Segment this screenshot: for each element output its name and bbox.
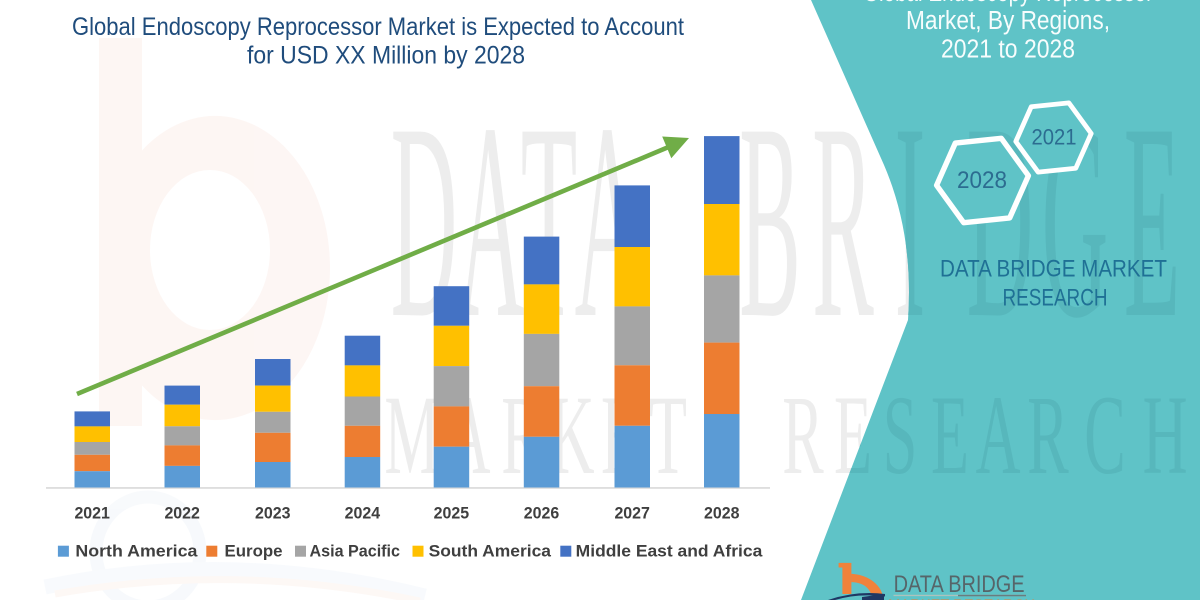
svg-text:2021: 2021 (1032, 125, 1077, 150)
svg-text:Global Endoscopy Reprocessor M: Global Endoscopy Reprocessor Market is E… (72, 13, 684, 41)
svg-text:2021 to 2028: 2021 to 2028 (941, 36, 1075, 64)
svg-text:Middle East and Africa: Middle East and Africa (576, 543, 763, 561)
svg-text:DATA BRIDGE: DATA BRIDGE (894, 571, 1025, 598)
svg-text:Market, By Regions,: Market, By Regions, (906, 7, 1110, 35)
svg-text:2022: 2022 (164, 504, 200, 523)
svg-text:2025: 2025 (434, 504, 470, 523)
svg-text:2024: 2024 (345, 504, 381, 523)
svg-text:MARKET RESEARCH: MARKET RESEARCH (888, 598, 1035, 600)
svg-text:South America: South America (429, 543, 552, 561)
svg-text:E: E (1124, 67, 1180, 377)
svg-text:A: A (976, 373, 1021, 498)
svg-text:Global Endoscopy Reprocessor: Global Endoscopy Reprocessor (863, 0, 1153, 7)
svg-text:2028: 2028 (957, 167, 1007, 194)
svg-text:2026: 2026 (524, 504, 560, 523)
svg-text:R: R (1027, 373, 1069, 498)
svg-text:H: H (1143, 373, 1188, 498)
svg-text:E: E (931, 373, 969, 498)
svg-text:2027: 2027 (614, 504, 650, 523)
svg-text:R: R (782, 373, 824, 498)
svg-text:M: M (384, 373, 439, 498)
svg-text:T: T (649, 373, 687, 498)
svg-text:Asia Pacific: Asia Pacific (310, 543, 401, 561)
svg-text:2023: 2023 (255, 504, 291, 523)
svg-text:B: B (739, 67, 801, 377)
svg-text:RESEARCH: RESEARCH (1003, 285, 1108, 312)
svg-text:S: S (883, 373, 918, 498)
svg-text:2028: 2028 (704, 504, 740, 523)
svg-text:Europe: Europe (225, 543, 283, 561)
svg-text:North America: North America (75, 543, 198, 561)
svg-text:2021: 2021 (74, 504, 110, 523)
svg-text:for USD XX Million by 2028: for USD XX Million by 2028 (247, 41, 525, 69)
svg-text:C: C (1084, 373, 1125, 498)
svg-text:DATA BRIDGE MARKET: DATA BRIDGE MARKET (940, 256, 1167, 283)
